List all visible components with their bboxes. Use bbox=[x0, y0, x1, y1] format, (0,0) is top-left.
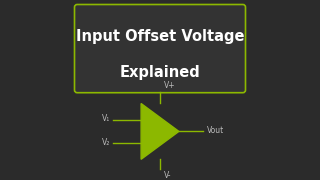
Text: Input Offset Voltage: Input Offset Voltage bbox=[76, 28, 244, 44]
Text: V-: V- bbox=[164, 171, 171, 180]
Polygon shape bbox=[141, 103, 179, 159]
Text: Explained: Explained bbox=[120, 64, 200, 80]
FancyBboxPatch shape bbox=[75, 4, 245, 93]
Text: V₁: V₁ bbox=[102, 114, 110, 123]
Text: Vout: Vout bbox=[207, 126, 224, 135]
Text: V+: V+ bbox=[164, 81, 175, 90]
Text: V₂: V₂ bbox=[102, 138, 110, 147]
